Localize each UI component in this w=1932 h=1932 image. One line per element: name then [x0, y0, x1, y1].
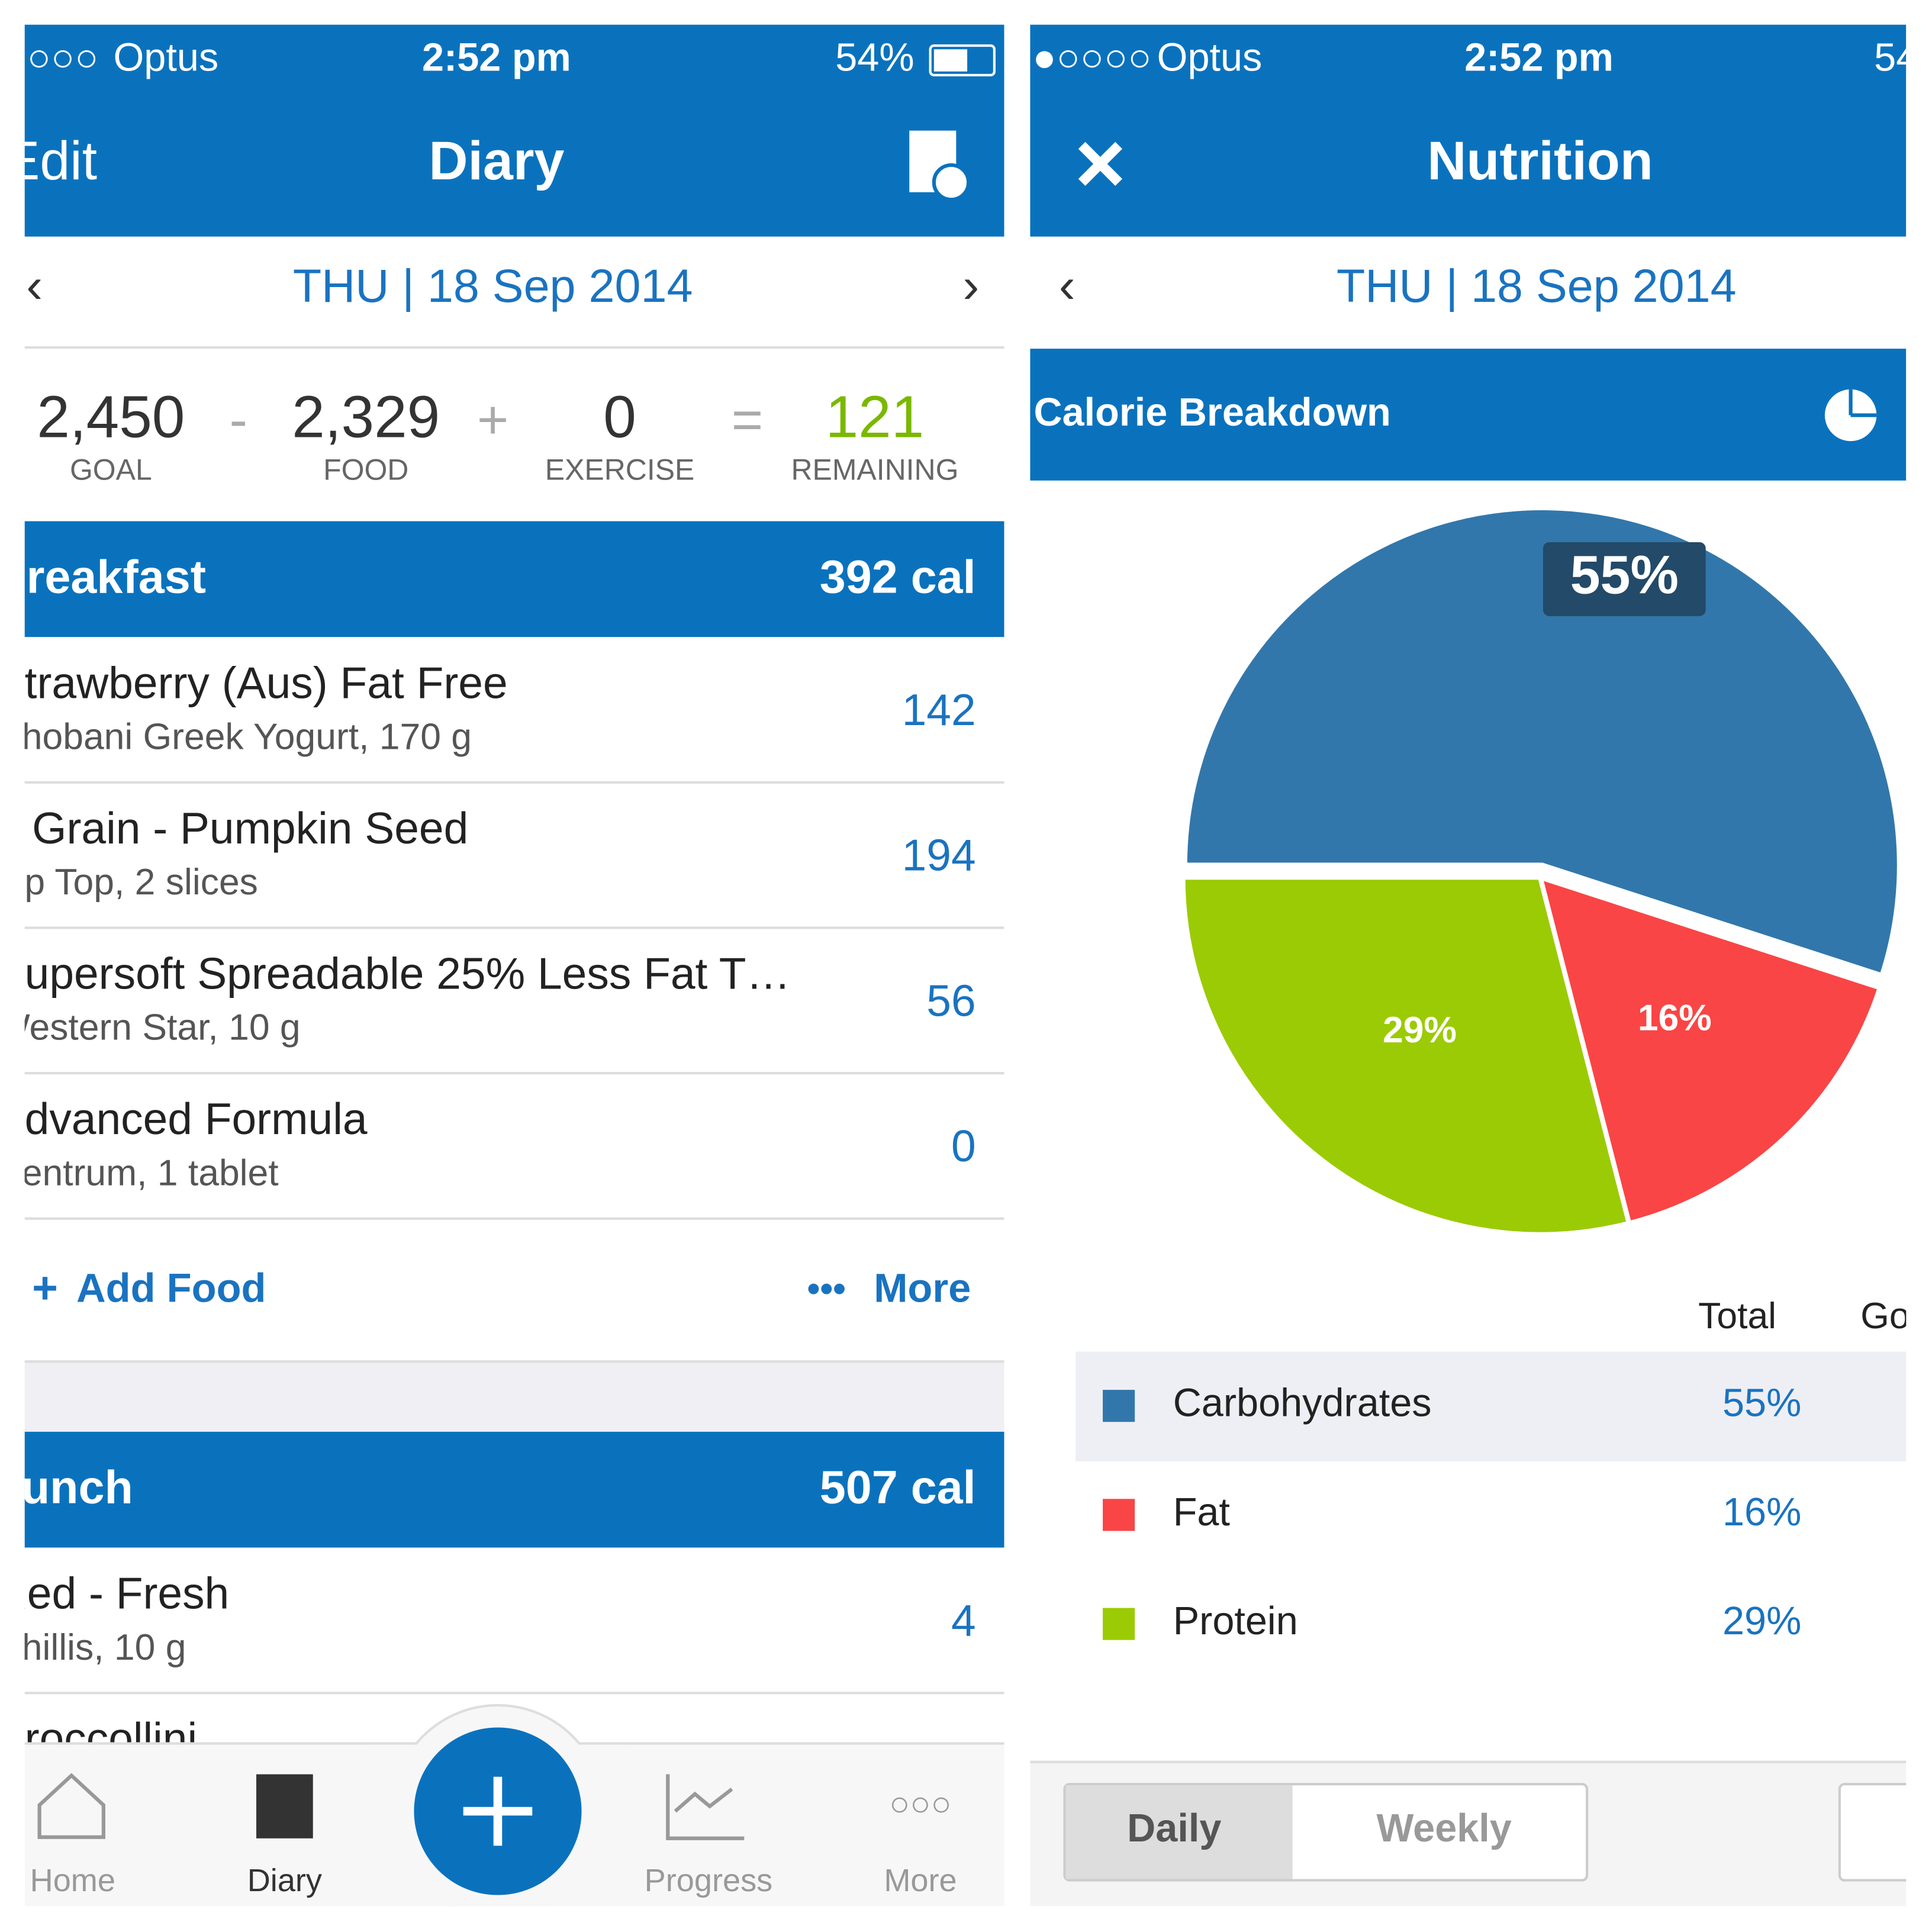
carrier: Optus — [1157, 36, 1263, 80]
section-title: Calorie Breakdown — [1033, 391, 1390, 434]
food-calories: 0 — [951, 1121, 976, 1171]
meal-title: Lunch — [0, 1461, 133, 1514]
add-icon[interactable]: + — [32, 1263, 58, 1312]
battery: 54% — [835, 36, 914, 80]
label-box — [1543, 542, 1706, 616]
meal-calories: 392 cal — [820, 550, 976, 603]
food-calories: 142 — [902, 685, 976, 735]
legend-name: Carbohydrates — [1173, 1382, 1432, 1425]
daily-tab[interactable]: Daily — [1127, 1807, 1221, 1850]
nutrition-screen: ●○○○○ Optus 2:52 pm 54% Nutrition ‹ THU … — [1030, 24, 1932, 1907]
legend-swatch — [1103, 1499, 1135, 1531]
pie-slice — [1182, 505, 1902, 979]
tab-progress[interactable]: Progress — [645, 1863, 773, 1898]
food-name: Strawberry (Aus) Fat Free — [0, 658, 508, 707]
nav-bar — [24, 24, 1004, 237]
food-detail: Chobani Greek Yogurt, 170 g — [0, 716, 472, 757]
meal-title: Breakfast — [0, 550, 206, 603]
column-header: Goal — [1860, 1295, 1932, 1337]
legend-total: 29% — [1722, 1599, 1801, 1643]
slice-label: 16% — [1638, 997, 1712, 1039]
pie-slice — [1180, 874, 1632, 1237]
macro-table: Carbohydrates 55% Fat 16% Protein 29% — [1076, 1351, 1907, 1643]
legend-swatch — [1103, 1390, 1135, 1422]
diary-screen: Optus ○○○ 2:52 pm 54% Edit Diary ‹ › THU… — [0, 24, 1004, 1907]
prev-day[interactable]: ‹ — [1059, 258, 1076, 313]
summary-label: EXERCISE — [545, 453, 695, 486]
prev-day[interactable]: ‹ — [26, 258, 43, 313]
food-detail: Tip Top, 2 slices — [0, 861, 258, 903]
battery: 54% — [1874, 36, 1932, 80]
food-name: 9 Grain - Pumpkin Seed — [0, 803, 468, 853]
more-button[interactable]: More — [874, 1266, 971, 1311]
time: 2:52 pm — [1464, 36, 1614, 80]
row-highlight — [1076, 1351, 1907, 1461]
close-button[interactable] — [1078, 141, 1123, 186]
pie-chart: 55% 16% 29% — [1180, 505, 1902, 1237]
slice-label: 29% — [1383, 1009, 1457, 1051]
svg-text:○○○: ○○○ — [889, 1785, 952, 1823]
legend-name: Protein — [1173, 1599, 1298, 1643]
signal: ●○○○○ — [1032, 36, 1151, 80]
food-detail: Centrum, 1 tablet — [0, 1152, 279, 1193]
date: THU | 18 Sep 2014 — [293, 259, 693, 312]
nav-title: Diary — [429, 131, 564, 191]
battery-icon — [929, 44, 996, 77]
operator: = — [732, 389, 763, 450]
summary-value: 2,329 — [292, 384, 440, 450]
operator: + — [477, 389, 508, 450]
summary-label: REMAINING — [791, 453, 958, 486]
meal-calories: 507 cal — [820, 1461, 976, 1514]
legend-total: 16% — [1722, 1490, 1801, 1534]
tab-diary[interactable]: Diary — [247, 1863, 322, 1898]
food-calories: 4 — [951, 1595, 976, 1645]
legend-name: Fat — [1173, 1490, 1231, 1534]
carrier: Optus — [114, 36, 219, 80]
food-name: Red - Fresh — [0, 1569, 229, 1618]
next-day[interactable]: › — [962, 258, 979, 313]
legend-total: 55% — [1722, 1382, 1801, 1425]
add-food[interactable]: Add Food — [76, 1266, 266, 1311]
operator: - — [230, 389, 248, 450]
tab-home[interactable]: Home — [30, 1863, 115, 1898]
food-detail: Western Star, 10 g — [0, 1007, 301, 1048]
food-name: Advanced Formula — [0, 1094, 368, 1144]
summary-label: GOAL — [70, 453, 152, 486]
more-dots[interactable]: ••• — [807, 1268, 846, 1309]
food-name: Supersoft Spreadable 25% Less Fat T… — [0, 949, 790, 999]
nav-title: Nutrition — [1427, 131, 1653, 191]
weekly-tab[interactable]: Weekly — [1376, 1807, 1511, 1850]
summary-value: 0 — [603, 384, 636, 450]
tab-more[interactable]: More — [884, 1863, 957, 1898]
food-calories: 56 — [926, 975, 975, 1025]
summary-label: FOOD — [323, 453, 408, 486]
nav-bar — [1030, 24, 1907, 237]
food-list: Strawberry (Aus) Fat Free Chobani Greek Y… — [0, 658, 1004, 1220]
time: 2:52 pm — [422, 36, 571, 80]
date: THU | 18 Sep 2014 — [1337, 259, 1737, 312]
pie-slice — [1537, 873, 1883, 1226]
signal: ○○○ — [27, 36, 99, 80]
legend-swatch — [1103, 1608, 1135, 1640]
slice-label: 55% — [1570, 545, 1679, 606]
food-detail: Chillis, 10 g — [0, 1627, 186, 1668]
summary-value: 121 — [826, 384, 925, 450]
edit-button[interactable]: Edit — [4, 131, 97, 191]
summary-value: 2,450 — [37, 384, 185, 450]
column-header: Total — [1698, 1295, 1776, 1337]
food-calories: 194 — [902, 830, 976, 880]
